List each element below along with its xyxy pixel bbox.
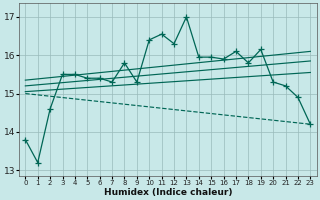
X-axis label: Humidex (Indice chaleur): Humidex (Indice chaleur) xyxy=(104,188,232,197)
